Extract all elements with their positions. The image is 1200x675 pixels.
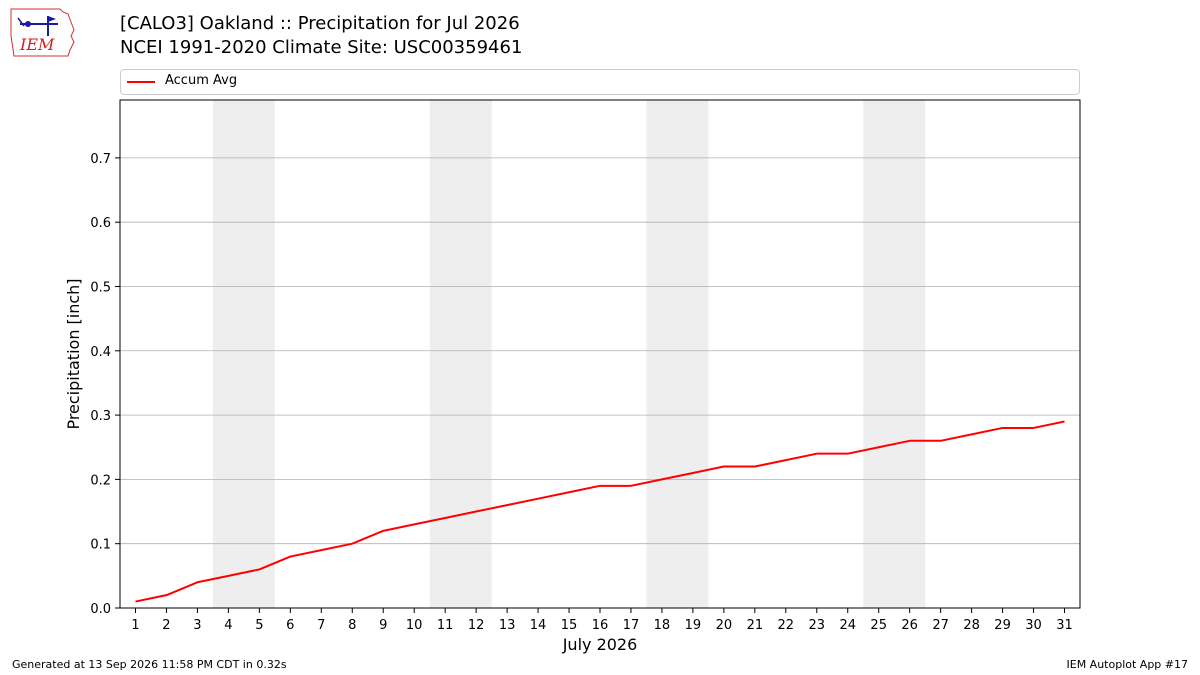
x-tick-label-14: 14 [530,618,547,633]
x-tick-label-25: 25 [870,618,887,633]
x-tick-label-22: 22 [778,618,795,633]
x-tick-label-18: 18 [654,618,671,633]
legend-swatch-accum-avg [127,81,155,83]
x-tick-label-27: 27 [932,618,949,633]
x-axis-label: July 2026 [562,635,638,654]
y-tick-label-2: 0.2 [90,473,111,488]
y-tick-label-0: 0.0 [90,602,111,617]
x-tick-label-12: 12 [468,618,485,633]
x-tick-label-20: 20 [716,618,733,633]
x-tick-label-11: 11 [437,618,454,633]
x-tick-label-8: 8 [348,618,356,633]
series-line-accum-avg [135,420,1065,603]
x-tick-label-7: 7 [317,618,325,633]
x-tick-label-4: 4 [224,618,232,633]
y-tick-label-6: 0.6 [90,216,111,231]
x-tick-label-24: 24 [839,618,856,633]
x-tick-label-5: 5 [255,618,263,633]
weekend-band-4 [863,100,926,608]
x-tick-label-13: 13 [499,618,516,633]
y-axis-label: Precipitation [inch] [64,278,83,429]
x-tick-label-19: 19 [685,618,702,633]
chart-subtitle: NCEI 1991-2020 Climate Site: USC00359461 [120,37,523,58]
y-tick-label-1: 0.1 [90,538,111,553]
chart-title: [CALO3] Oakland :: Precipitation for Jul… [120,13,520,34]
footer-generated-text: Generated at 13 Sep 2026 11:58 PM CDT in… [12,658,287,671]
y-tick-label-4: 0.4 [90,345,111,360]
x-tick-label-17: 17 [623,618,640,633]
weekend-band-1 [212,100,275,608]
x-tick-label-29: 29 [994,618,1011,633]
x-tick-label-21: 21 [747,618,764,633]
x-tick-label-1: 1 [131,618,139,633]
footer-app-label: IEM Autoplot App #17 [1066,658,1189,671]
legend: Accum Avg [120,69,1080,95]
y-tick-label-5: 0.5 [90,280,111,295]
x-tick-label-31: 31 [1056,618,1073,633]
x-tick-label-9: 9 [379,618,387,633]
logo-text: IEM [19,35,55,54]
weekend-band-3 [646,100,709,608]
x-tick-label-3: 3 [193,618,201,633]
x-tick-label-28: 28 [963,618,980,633]
x-tick-label-10: 10 [406,618,423,633]
x-tick-label-15: 15 [561,618,578,633]
iem-logo: IEM [10,8,75,57]
x-tick-label-2: 2 [162,618,170,633]
x-tick-label-30: 30 [1025,618,1042,633]
legend-label-accum-avg: Accum Avg [165,73,238,88]
x-tick-label-6: 6 [286,618,294,633]
x-tick-label-16: 16 [592,618,609,633]
y-tick-label-7: 0.7 [90,152,111,167]
weekend-band-2 [429,100,492,608]
x-tick-label-23: 23 [809,618,826,633]
x-tick-label-26: 26 [901,618,918,633]
y-tick-label-3: 0.3 [90,409,111,424]
